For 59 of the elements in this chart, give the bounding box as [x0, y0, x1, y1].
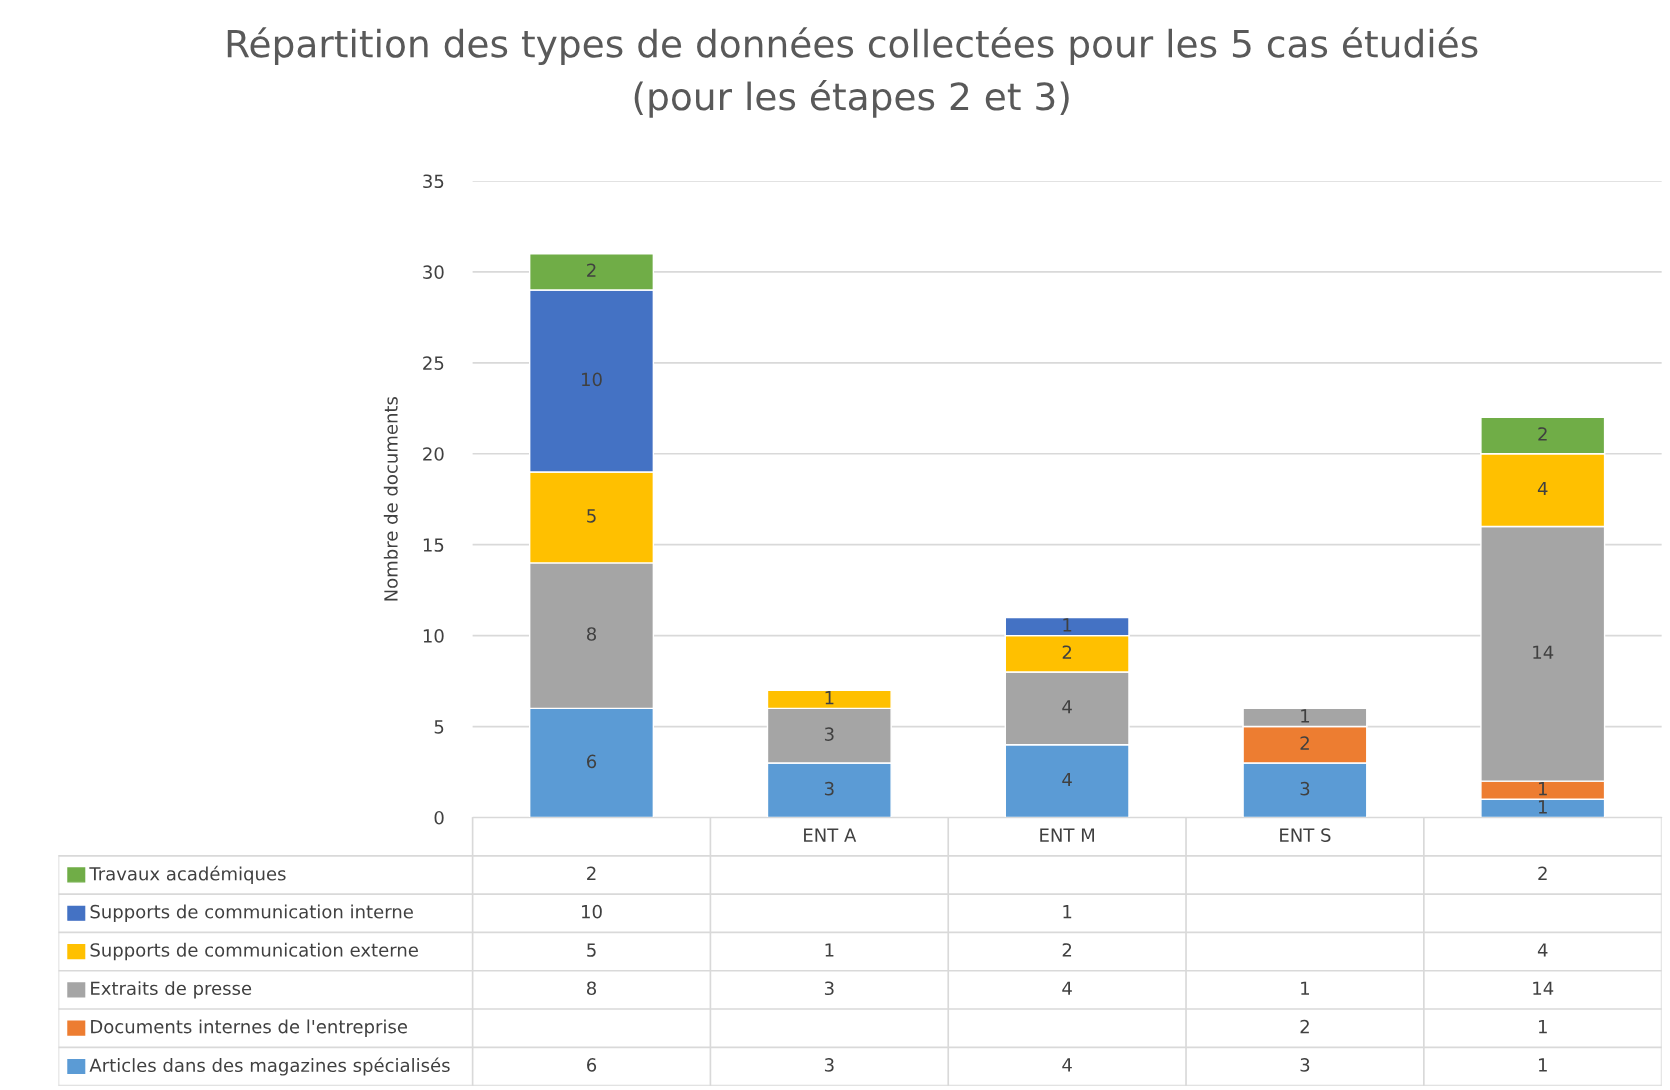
legend-label: Supports de communication interne	[90, 904, 413, 922]
data-label: 1	[1538, 1020, 1547, 1034]
y-tick-label: 25	[423, 356, 444, 370]
text: 4	[1062, 700, 1072, 714]
text: 2	[587, 263, 596, 277]
text: 4	[1537, 481, 1548, 496]
x-tick-label: ENT A	[804, 828, 857, 842]
y-tick-label: 5	[434, 720, 444, 734]
text: 1	[1301, 709, 1310, 723]
data-label: 8	[586, 981, 597, 996]
x-tick-label: ENT M	[1040, 828, 1094, 842]
data-label: 4	[1062, 981, 1072, 995]
text: 1	[825, 691, 834, 705]
legend-label: Extraits de presse	[91, 981, 252, 999]
y-tick-label: 20	[423, 447, 444, 461]
x-tick-label: ENT S	[1280, 828, 1331, 842]
chart-title: Répartition des types de données collectées pour les 5 cas étudiés (pour les étapes 2 et 3)	[227, 27, 1478, 118]
legend-label: Travaux académiques	[89, 865, 286, 885]
data-label: 4	[1062, 1058, 1072, 1072]
data-label: 2	[587, 866, 596, 880]
data-label: 1	[1063, 905, 1072, 919]
text: 1	[1063, 618, 1072, 632]
text: 3	[824, 727, 834, 741]
text: 3	[824, 781, 834, 796]
text: 2	[1062, 645, 1072, 659]
legend-label: Supports de communication externe	[90, 942, 418, 961]
y-tick-label: 35	[423, 174, 444, 189]
text: 2	[1538, 427, 1547, 441]
text: 8	[586, 627, 597, 641]
text: 1	[1538, 800, 1547, 814]
y-tick-label: 30	[423, 265, 444, 279]
y-tick-label: 15	[423, 538, 444, 552]
y-axis-title: Nombre de documents	[383, 396, 398, 601]
legend-label: Documents internes de l'entreprise	[91, 1019, 407, 1037]
text: 10	[582, 372, 602, 387]
text: 6	[587, 754, 597, 769]
legend-label: Articles dans des magazines spécialisés	[89, 1057, 450, 1076]
y-tick-label: 10	[423, 629, 444, 643]
data-label: 6	[587, 1058, 597, 1072]
data-label: 1	[1301, 981, 1310, 995]
y-tick-label: 0	[434, 810, 444, 825]
data-label: 10	[582, 904, 602, 919]
text: 5	[587, 509, 596, 523]
data-label: 1	[1538, 1058, 1547, 1072]
data-label: 5	[587, 943, 596, 957]
text: 1	[1538, 782, 1547, 796]
text: 14	[1533, 645, 1554, 659]
text: 4	[1062, 772, 1072, 787]
data-label: 14	[1533, 981, 1554, 995]
data-label: 3	[824, 1058, 834, 1072]
text: 2	[1300, 736, 1309, 750]
data-label: 3	[1300, 1058, 1310, 1072]
data-label: 2	[1062, 943, 1072, 957]
data-label: 2	[1538, 866, 1547, 880]
text: 3	[1300, 781, 1310, 796]
data-label: 4	[1537, 943, 1548, 957]
data-label: 1	[825, 943, 834, 957]
data-label: 3	[824, 981, 834, 996]
data-label: 2	[1300, 1019, 1309, 1034]
